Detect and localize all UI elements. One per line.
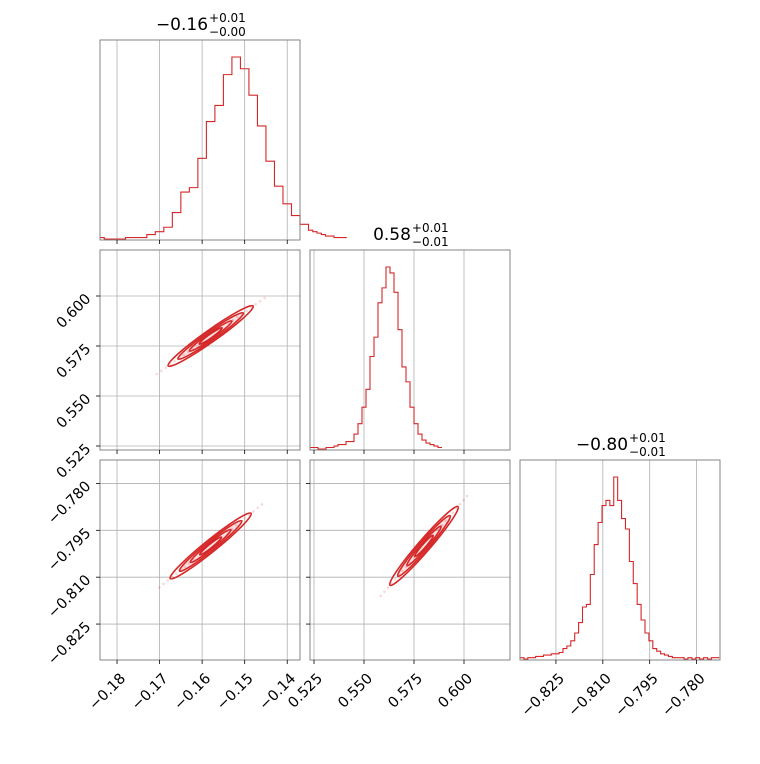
scatter-point [182,353,185,357]
panel-frame-1-0 [99,249,301,451]
title-upper-error-2: +0.01 [629,431,666,445]
y-tick-label-2-1: −0.810 [45,572,94,621]
contour-level-1 [396,514,452,578]
scatter-point [155,372,158,376]
scatter-point [243,516,247,520]
contour-level-1 [178,519,243,573]
scatter-point [263,296,266,300]
title-upper-error-1: +0.01 [412,221,449,235]
contour-level-0 [388,505,460,587]
scatter-point [168,363,172,366]
density-fill [180,521,241,571]
title-lower-error-0: −0.00 [209,25,246,39]
x-tick-label-0-0: −0.18 [86,671,129,714]
scatter-point [451,511,455,514]
y-tick-label-2-3: −0.780 [45,479,94,528]
contour-level-3 [198,327,223,345]
scatter-point [393,577,397,581]
panel-frame-2-0 [99,459,301,661]
scatter-point [455,507,458,510]
scatter-point [462,498,465,502]
y-tick-label-1-1: 0.550 [54,391,95,432]
x-tick-label-1-1: 0.550 [335,671,376,712]
scatter-point [236,315,239,319]
panel-frame-2-1 [309,459,511,661]
x-tick-label-0-3: −0.15 [214,671,257,714]
scatter-point [235,523,238,527]
scatter-point [401,569,404,573]
contour-level-1 [177,311,245,361]
x-tick-label-2-3: −0.780 [659,671,708,720]
title-lower-error-2: −0.01 [629,445,666,459]
x-tick-label-1-3: 0.600 [435,671,476,712]
title-value-2: −0.80 [576,435,628,455]
x-tick-label-2-2: −0.795 [612,671,661,720]
contour-level-3 [413,534,435,558]
scatter-point [260,503,264,506]
scatter-point [383,590,386,593]
scatter-point [390,582,393,585]
scatter-point [386,586,390,589]
contour-level-3 [198,536,223,556]
panel-frame-1-1 [309,249,511,451]
contour-level-0 [167,304,255,368]
scatter-point [159,369,163,373]
scatter-point [173,360,176,363]
scatter-point [166,579,170,582]
y-tick-label-2-0: −0.825 [45,619,94,668]
scatter-point [252,510,255,513]
scatter-point [157,586,161,589]
contour-level-2 [189,528,232,564]
contour-level-2 [188,320,233,352]
histogram-0 [100,56,347,240]
scatter-point [458,503,462,506]
histogram-1 [310,266,442,450]
x-tick-label-0-2: −0.16 [171,671,214,714]
scatter-point [175,572,178,575]
x-tick-label-1-2: 0.575 [385,671,426,712]
y-tick-label-1-3: 0.600 [54,291,95,332]
scatter-point [465,494,469,498]
scatter-point [258,299,262,303]
y-tick-label-1-2: 0.575 [54,341,95,382]
density-fill [179,313,242,359]
contour-level-0 [169,512,253,580]
x-tick-label-2-0: −0.825 [519,671,568,720]
scatter-point [249,306,253,309]
scatter-point [444,519,447,523]
title-lower-error-1: −0.01 [412,235,449,249]
histogram-2 [520,476,720,660]
scatter-point [170,575,174,579]
title-value-1: 0.58 [373,225,411,245]
panel-frame-0-0 [99,39,301,241]
density-fill [398,516,450,575]
contour-level-2 [406,525,442,567]
scatter-point [256,506,260,510]
scatter-point [379,594,383,598]
panel-frame-2-2 [519,459,721,661]
x-tick-label-0-1: −0.17 [129,671,172,714]
scatter-point [183,565,187,568]
y-tick-label-2-2: −0.795 [45,525,94,574]
y-tick-label-1-0: 0.525 [54,441,95,482]
scatter-point [254,303,257,306]
scatter-point [164,366,167,369]
scatter-point [245,309,248,312]
scatter-point [247,513,251,517]
scatter-point [162,582,165,586]
title-upper-error-0: +0.01 [209,11,246,25]
title-value-0: −0.16 [156,15,208,35]
x-tick-label-2-1: −0.810 [566,671,615,720]
